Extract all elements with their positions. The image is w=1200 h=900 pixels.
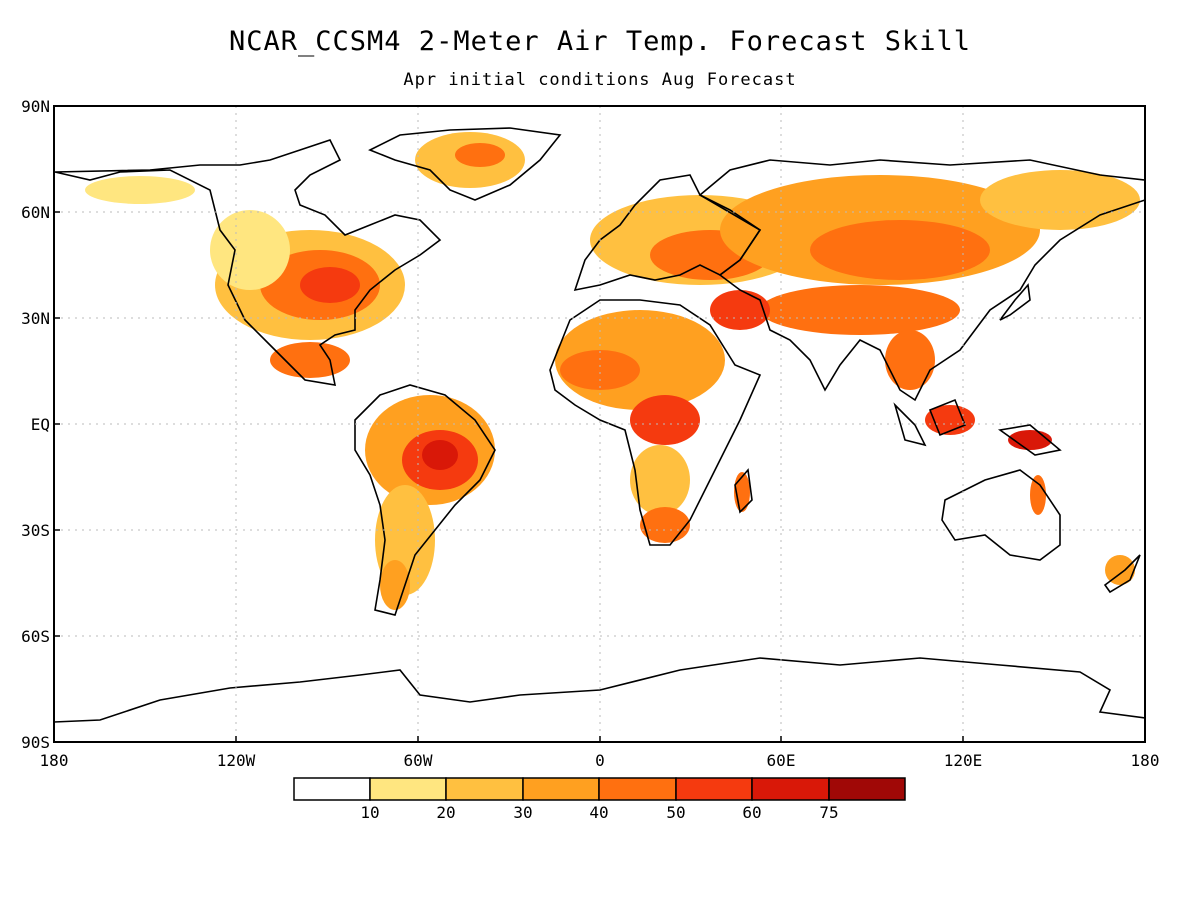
colorbar-label-75: 75 — [819, 803, 838, 822]
colorbar-box-3 — [522, 777, 600, 801]
lon-label-60e: 60E — [767, 751, 796, 770]
lon-label-180e: 180 — [1131, 751, 1160, 770]
lat-label-30n: 30N — [21, 309, 50, 328]
lon-label-60w: 60W — [404, 751, 433, 770]
lon-label-120w: 120W — [217, 751, 256, 770]
colorbar-box-0 — [293, 777, 371, 801]
skill-shading — [85, 132, 1140, 610]
map-title: NCAR_CCSM4 2-Meter Air Temp. Forecast Sk… — [229, 26, 971, 57]
colorbar-label-10: 10 — [360, 803, 379, 822]
colorbar-label-30: 30 — [513, 803, 532, 822]
latitude-labels: 90N 60N 30N EQ 30S 60S 90S — [21, 97, 50, 752]
map-subtitle: Apr initial conditions Aug Forecast — [403, 70, 797, 90]
lat-label-60s: 60S — [21, 627, 50, 646]
lat-label-90s: 90S — [21, 733, 50, 752]
axis-ticks — [54, 105, 964, 742]
colorbar-box-1 — [369, 777, 447, 801]
colorbar-label-60: 60 — [742, 803, 761, 822]
lon-label-180w: 180 — [40, 751, 69, 770]
longitude-labels: 180 120W 60W 0 60E 120E 180 — [40, 751, 1160, 770]
lat-label-60n: 60N — [21, 203, 50, 222]
colorbar: 10 20 30 40 50 60 75 — [293, 777, 906, 822]
colorbar-label-20: 20 — [436, 803, 455, 822]
lon-label-120e: 120E — [944, 751, 983, 770]
lat-label-eq: EQ — [31, 415, 50, 434]
lat-label-90n: 90N — [21, 97, 50, 116]
colorbar-box-6 — [751, 777, 830, 801]
colorbar-label-50: 50 — [666, 803, 685, 822]
lon-label-0: 0 — [595, 751, 605, 770]
colorbar-box-5 — [675, 777, 753, 801]
colorbar-box-4 — [598, 777, 677, 801]
lat-label-30s: 30S — [21, 521, 50, 540]
graticule — [54, 106, 1145, 742]
colorbar-box-2 — [445, 777, 524, 801]
colorbar-label-40: 40 — [589, 803, 608, 822]
colorbar-box-7 — [828, 777, 906, 801]
coastlines — [54, 127, 1145, 723]
